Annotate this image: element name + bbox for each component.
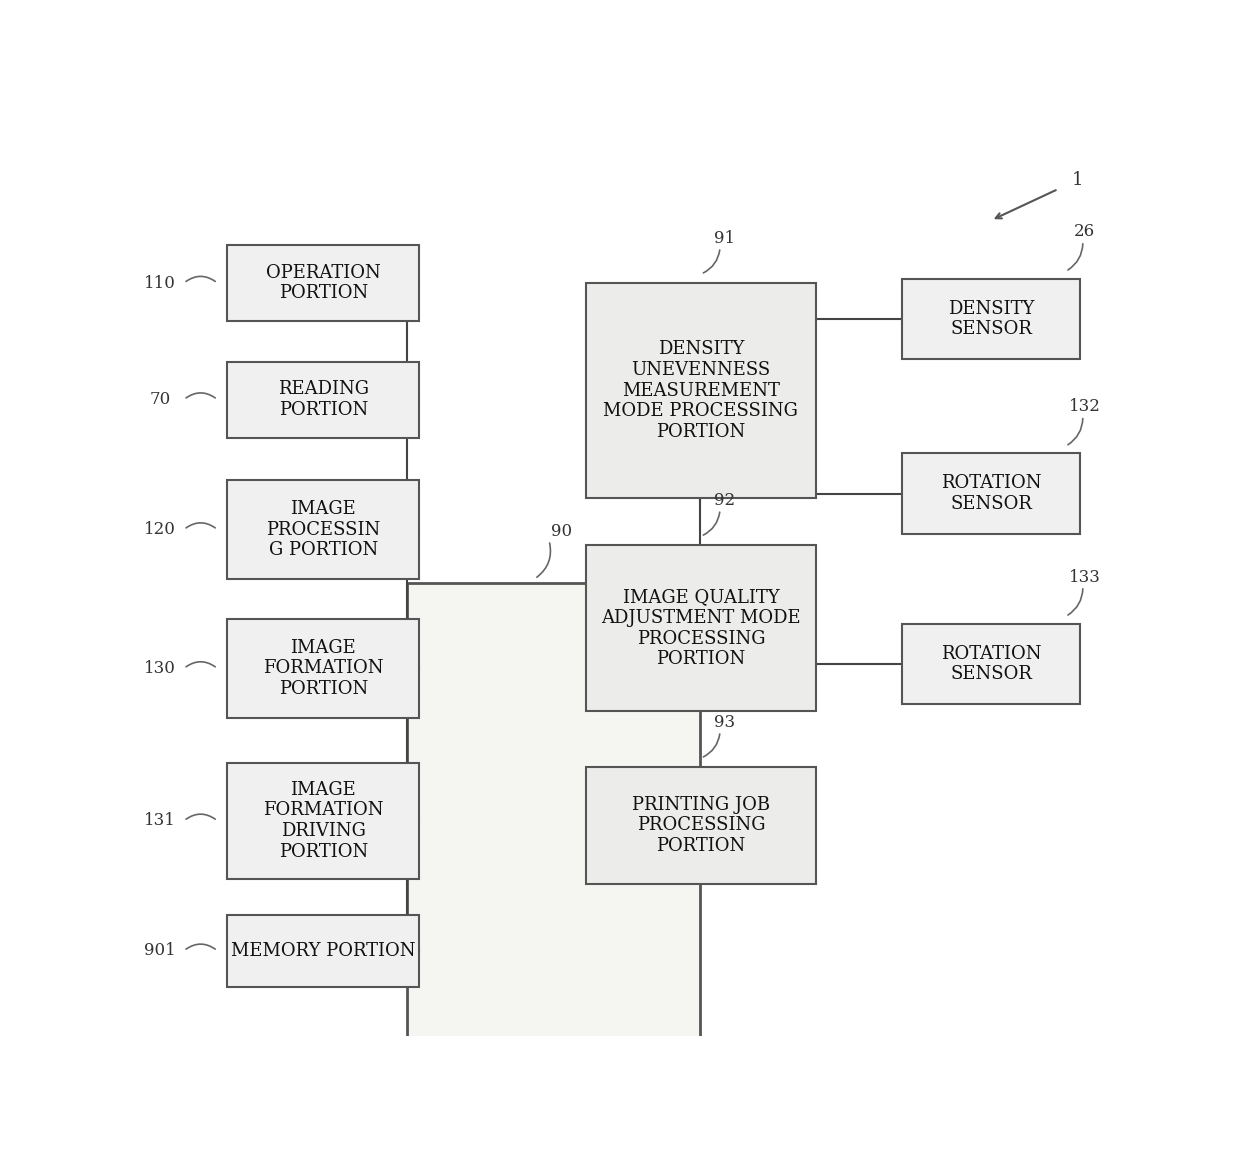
Bar (227, 619, 419, 718)
Text: 133: 133 (1069, 568, 1101, 585)
Bar (903, 624, 1080, 704)
Text: READING
PORTION: READING PORTION (278, 381, 368, 419)
Bar (903, 278, 1080, 360)
Text: IMAGE
PROCESSIN
G PORTION: IMAGE PROCESSIN G PORTION (267, 499, 381, 560)
Text: PRINTING JOB
PROCESSING
PORTION: PRINTING JOB PROCESSING PORTION (632, 795, 770, 856)
Bar (585, 283, 816, 498)
Text: OPERATION
PORTION: OPERATION PORTION (265, 264, 381, 303)
Text: 93: 93 (714, 714, 735, 731)
Bar (227, 481, 419, 579)
Text: IMAGE
FORMATION
DRIVING
PORTION: IMAGE FORMATION DRIVING PORTION (263, 781, 383, 861)
Text: 901: 901 (144, 943, 176, 959)
Text: 91: 91 (714, 229, 735, 247)
Bar (227, 915, 419, 987)
Text: ROTATION
SENSOR: ROTATION SENSOR (941, 645, 1042, 683)
Text: 92: 92 (714, 492, 735, 509)
Text: IMAGE
FORMATION
PORTION: IMAGE FORMATION PORTION (263, 639, 383, 698)
Text: 131: 131 (144, 812, 176, 830)
Bar (407, 583, 701, 1164)
Text: 70: 70 (149, 391, 170, 409)
Text: MEMORY PORTION: MEMORY PORTION (231, 942, 415, 960)
Bar (585, 767, 816, 883)
Bar (903, 454, 1080, 534)
Bar (227, 244, 419, 321)
Text: 110: 110 (144, 275, 176, 292)
Bar (227, 362, 419, 438)
Text: 90: 90 (551, 523, 572, 540)
Bar (585, 545, 816, 711)
Text: 1: 1 (1071, 171, 1084, 189)
Text: 132: 132 (1069, 398, 1101, 416)
Text: DENSITY
UNEVENNESS
MEASUREMENT
MODE PROCESSING
PORTION: DENSITY UNEVENNESS MEASUREMENT MODE PROC… (604, 340, 799, 441)
Text: 130: 130 (144, 660, 176, 677)
Bar (227, 762, 419, 879)
Text: IMAGE QUALITY
ADJUSTMENT MODE
PROCESSING
PORTION: IMAGE QUALITY ADJUSTMENT MODE PROCESSING… (601, 588, 801, 668)
Text: 120: 120 (144, 521, 176, 538)
Text: 26: 26 (1074, 223, 1095, 241)
Text: ROTATION
SENSOR: ROTATION SENSOR (941, 474, 1042, 513)
Text: DENSITY
SENSOR: DENSITY SENSOR (947, 299, 1034, 339)
